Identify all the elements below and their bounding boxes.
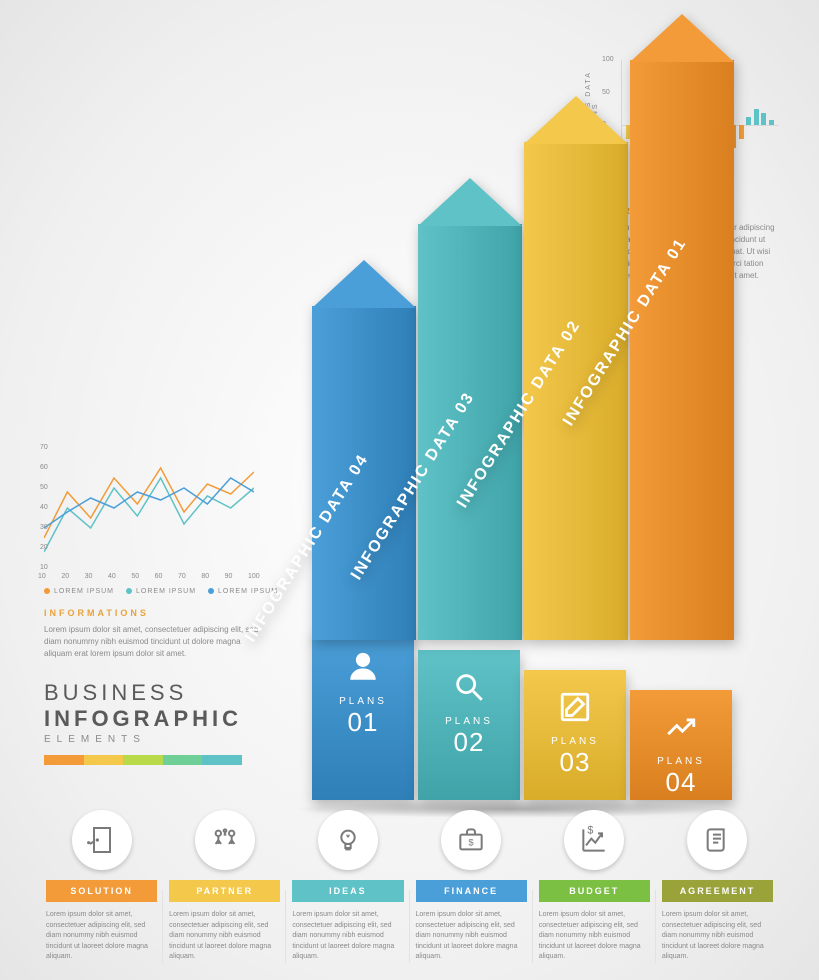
title-line1: BUSINESS bbox=[44, 680, 242, 706]
category-desc: Lorem ipsum dolor sit amet, consectetuer… bbox=[46, 910, 157, 963]
category-solution: SOLUTION Lorem ipsum dolor sit amet, cons… bbox=[40, 810, 163, 963]
title-color-bar bbox=[44, 755, 242, 765]
arrow-strip-blue: INFOGRAPHIC DATA 04 bbox=[312, 306, 416, 640]
edit-icon bbox=[524, 682, 626, 732]
category-label: SOLUTION bbox=[46, 880, 157, 902]
scroll-icon bbox=[687, 810, 747, 870]
category-desc: Lorem ipsum dolor sit amet, consectetuer… bbox=[662, 910, 773, 963]
left-info-heading: INFORMATIONS bbox=[44, 608, 264, 618]
title-block: BUSINESS INFOGRAPHIC ELEMENTS bbox=[44, 680, 242, 765]
category-finance: $ FINANCE Lorem ipsum dolor sit amet, cons… bbox=[410, 810, 533, 963]
line-chart-svg bbox=[44, 448, 254, 568]
category-label: BUDGET bbox=[539, 880, 650, 902]
search-icon bbox=[418, 662, 520, 712]
category-label: PARTNER bbox=[169, 880, 280, 902]
growth-icon: $ bbox=[564, 810, 624, 870]
arrow-strip-yellow: INFOGRAPHIC DATA 02 bbox=[524, 142, 628, 640]
infographic-stage: INFOGRAPHIC DATA 01INFOGRAPHIC DATA 02 IN… bbox=[0, 0, 819, 980]
category-row: SOLUTION Lorem ipsum dolor sit amet, cons… bbox=[40, 810, 779, 963]
plan-03: PLANS03 bbox=[524, 670, 626, 800]
category-ideas: IDEAS Lorem ipsum dolor sit amet, consect… bbox=[286, 810, 409, 963]
left-info-block: INFORMATIONS Lorem ipsum dolor sit amet,… bbox=[44, 608, 264, 660]
category-budget: $ BUDGET Lorem ipsum dolor sit amet, conse… bbox=[533, 810, 656, 963]
category-label: IDEAS bbox=[292, 880, 403, 902]
svg-text:$: $ bbox=[468, 837, 474, 847]
category-desc: Lorem ipsum dolor sit amet, consectetuer… bbox=[169, 910, 280, 963]
title-line3: ELEMENTS bbox=[44, 734, 242, 745]
title-line2: INFOGRAPHIC bbox=[44, 706, 242, 732]
plan-04: PLANS04 bbox=[630, 690, 732, 800]
line-chart: 70605040302010102030405060708090100 bbox=[44, 448, 254, 568]
category-desc: Lorem ipsum dolor sit amet, consectetuer… bbox=[292, 910, 403, 963]
left-info-body: Lorem ipsum dolor sit amet, consectetuer… bbox=[44, 624, 264, 660]
line-chart-legend: LOREM IPSUMLOREM IPSUMLOREM IPSUM bbox=[44, 588, 290, 595]
category-label: AGREEMENT bbox=[662, 880, 773, 902]
category-label: FINANCE bbox=[416, 880, 527, 902]
plan-02: PLANS02 bbox=[418, 650, 520, 800]
bulb-icon bbox=[318, 810, 378, 870]
person-icon bbox=[312, 642, 414, 692]
chart-icon bbox=[630, 702, 732, 752]
category-desc: Lorem ipsum dolor sit amet, consectetuer… bbox=[539, 910, 650, 963]
briefcase-icon: $ bbox=[441, 810, 501, 870]
plan-01: PLANS01 bbox=[312, 630, 414, 800]
category-agreement: AGREEMENT Lorem ipsum dolor sit amet, con… bbox=[656, 810, 779, 963]
partner-icon bbox=[195, 810, 255, 870]
arrow-strip-orange: INFOGRAPHIC DATA 01 bbox=[630, 60, 734, 640]
svg-text:$: $ bbox=[588, 824, 594, 836]
category-partner: PARTNER Lorem ipsum dolor sit amet, conse… bbox=[163, 810, 286, 963]
category-desc: Lorem ipsum dolor sit amet, consectetuer… bbox=[416, 910, 527, 963]
door-icon bbox=[72, 810, 132, 870]
